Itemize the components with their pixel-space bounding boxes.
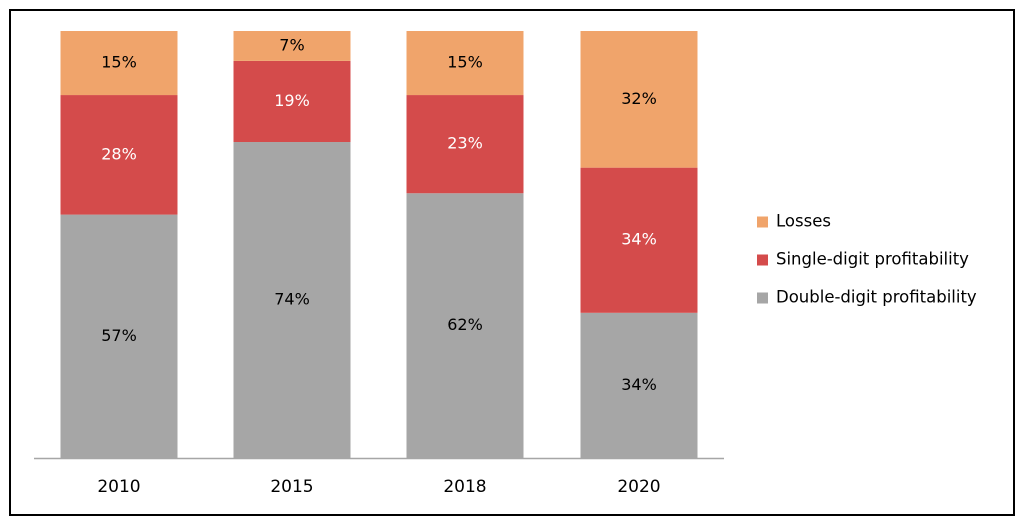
bar-segment-2020-losses [580, 31, 698, 168]
x-tick-label-2018: 2018 [443, 477, 486, 497]
data-label-2010-single-digit-profitability: 28% [101, 144, 137, 163]
legend-swatch-double-digit-profitability [757, 292, 768, 304]
bar-segment-2015-losses [233, 31, 351, 61]
bar-segment-2018-losses [406, 31, 524, 96]
bar-segment-2020-double-digit-profitability [580, 312, 698, 458]
bar-segment-2010-double-digit-profitability [60, 214, 178, 458]
legend-label-single-digit-profitability: Single-digit profitability [776, 250, 969, 269]
bar-segment-2010-single-digit-profitability [60, 95, 178, 215]
data-label-2020-double-digit-profitability: 34% [621, 375, 657, 394]
data-label-2018-double-digit-profitability: 62% [447, 315, 483, 334]
x-tick-label-2020: 2020 [617, 477, 660, 497]
data-label-2015-single-digit-profitability: 19% [274, 91, 310, 110]
legend-label-double-digit-profitability: Double-digit profitability [776, 288, 977, 307]
data-label-2015-losses: 7% [279, 35, 304, 54]
bars-layer [60, 31, 698, 458]
data-label-2018-losses: 15% [447, 53, 483, 72]
legend-swatch-losses [757, 216, 768, 228]
x-tick-label-2010: 2010 [97, 477, 140, 497]
legend-label-losses: Losses [776, 212, 831, 231]
data-label-2018-single-digit-profitability: 23% [447, 134, 483, 153]
bar-segment-2020-single-digit-profitability [580, 167, 698, 313]
data-label-2020-single-digit-profitability: 34% [621, 230, 657, 249]
data-label-2015-double-digit-profitability: 74% [274, 290, 310, 309]
data-label-2010-losses: 15% [101, 53, 137, 72]
bar-segment-2010-losses [60, 31, 178, 96]
bar-segment-2018-double-digit-profitability [406, 193, 524, 458]
data-labels-layer: 57% 28% 15% 74% 19% 7% 62% 23% 15% 34% 34% 32% [101, 35, 657, 393]
bar-segment-2015-single-digit-profitability [233, 60, 351, 143]
x-tick-label-2015: 2015 [270, 477, 313, 497]
legend-swatch-single-digit-profitability [757, 254, 768, 266]
bar-segment-2018-single-digit-profitability [406, 95, 524, 194]
data-label-2010-double-digit-profitability: 57% [101, 326, 137, 345]
bar-segment-2015-double-digit-profitability [233, 142, 351, 458]
data-label-2020-losses: 32% [621, 89, 657, 108]
x-tick-labels: 2010 2015 2018 2020 [97, 477, 660, 497]
legend: Losses Single-digit profitability Double-d… [757, 212, 977, 307]
